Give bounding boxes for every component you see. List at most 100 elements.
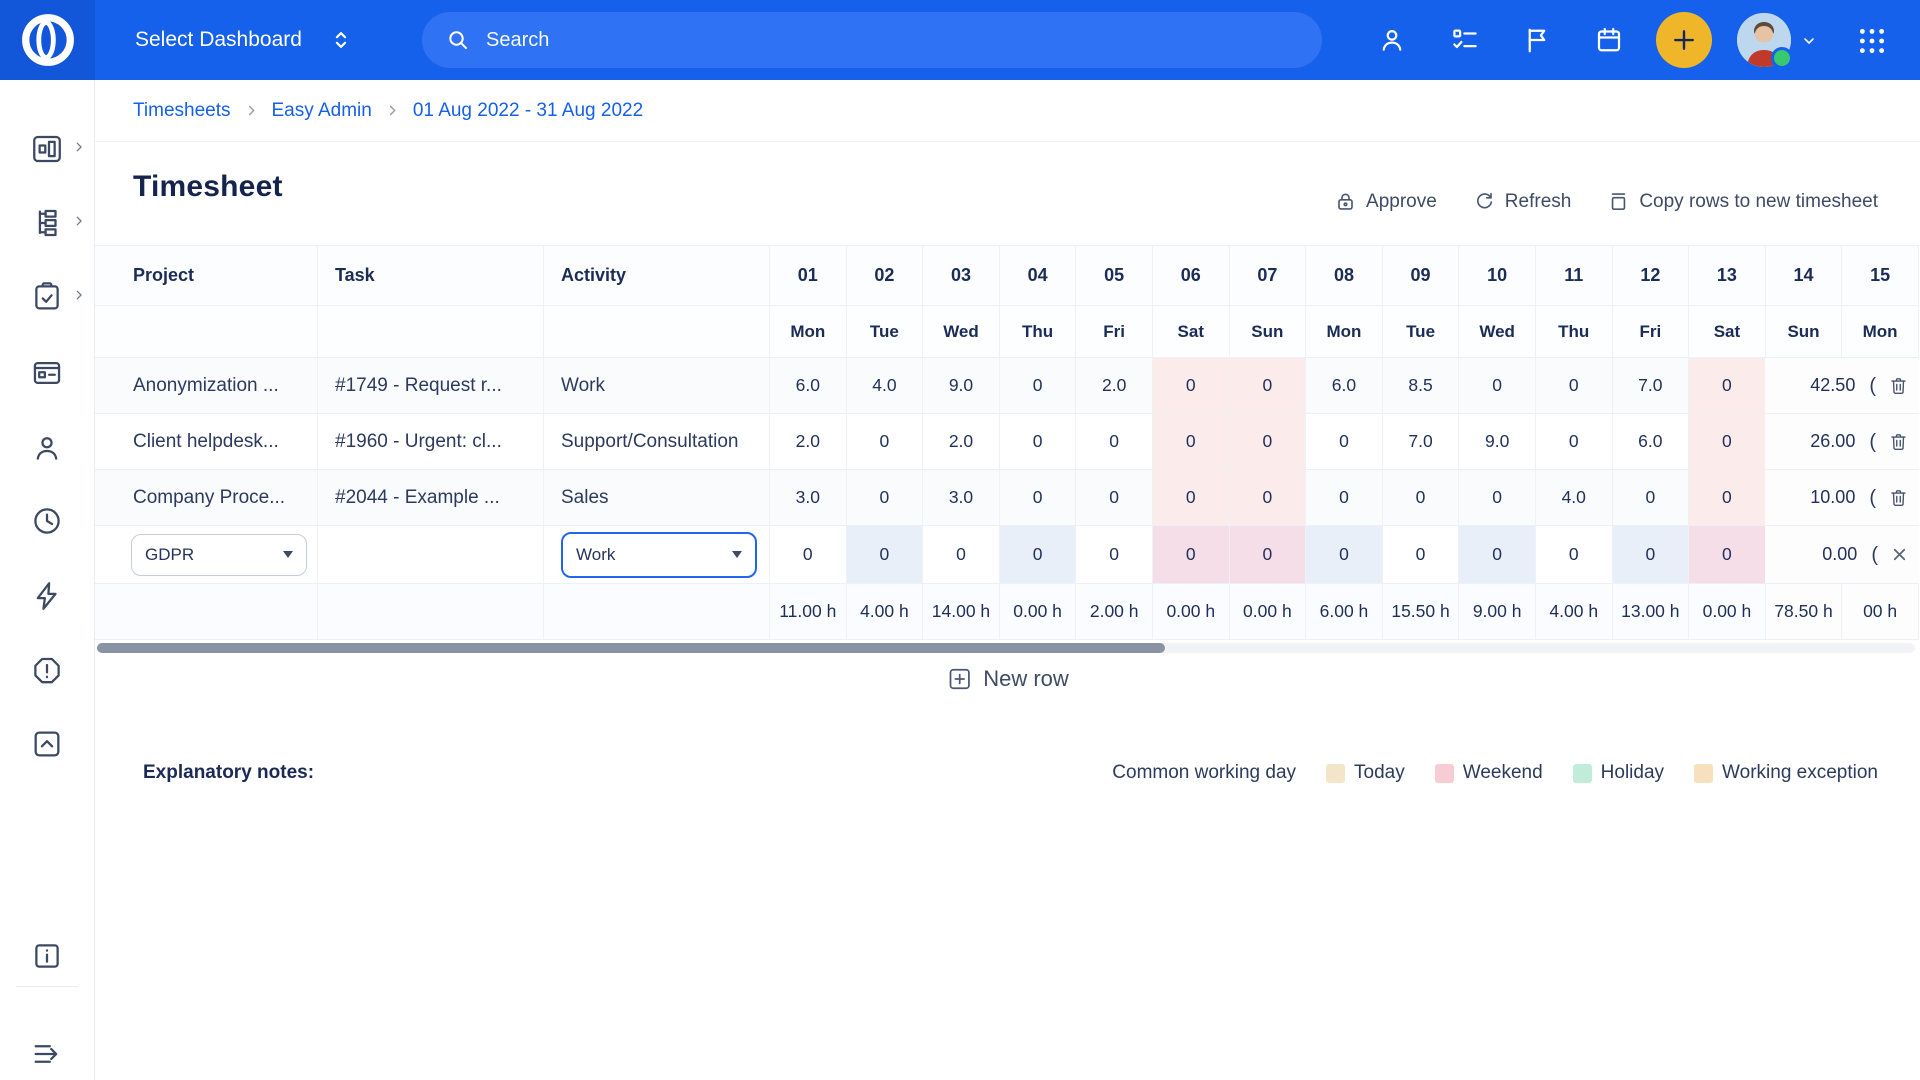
day-value-04[interactable]: 0 <box>1000 358 1077 413</box>
user-avatar[interactable] <box>1737 13 1793 69</box>
remove-row-button[interactable] <box>1890 545 1909 564</box>
day-value-13[interactable]: 0 <box>1689 470 1766 525</box>
task-cell-empty[interactable] <box>318 526 544 583</box>
day-value-05[interactable]: 0 <box>1076 414 1153 469</box>
refresh-button[interactable]: Refresh <box>1473 190 1571 213</box>
day-value-09[interactable]: 7.0 <box>1383 414 1460 469</box>
avatar-menu-chevron[interactable] <box>1801 33 1817 54</box>
new-day-value-10[interactable]: 0 <box>1459 526 1536 583</box>
activity-select[interactable]: Work <box>561 531 757 578</box>
day-value-03[interactable]: 2.0 <box>923 414 1000 469</box>
day-value-13[interactable]: 0 <box>1689 358 1766 413</box>
day-value-05[interactable]: 2.0 <box>1076 358 1153 413</box>
day-value-10[interactable]: 9.0 <box>1459 414 1536 469</box>
sidebar-item-browser-card[interactable] <box>28 354 66 392</box>
day-value-12[interactable]: 7.0 <box>1613 358 1690 413</box>
sidebar-item-alert-octagon[interactable] <box>28 652 66 690</box>
new-day-value-09[interactable]: 0 <box>1383 526 1460 583</box>
chevron-right-icon[interactable] <box>72 140 86 159</box>
approve-button[interactable]: Approve <box>1334 190 1437 213</box>
day-value-09[interactable]: 8.5 <box>1383 358 1460 413</box>
quick-add-button[interactable] <box>1656 12 1712 68</box>
apps-grid-button[interactable] <box>1855 24 1889 58</box>
day-value-04[interactable]: 0 <box>1000 470 1077 525</box>
user-profile-button[interactable] <box>1377 25 1407 55</box>
project-cell[interactable]: Anonymization ... <box>95 358 318 413</box>
sidebar-item-info-square[interactable] <box>28 937 66 975</box>
day-value-08[interactable]: 6.0 <box>1306 358 1383 413</box>
activity-cell[interactable]: Sales <box>544 470 770 525</box>
sidebar-item-project-tree[interactable] <box>28 204 66 242</box>
new-day-value-11[interactable]: 0 <box>1536 526 1613 583</box>
app-logo[interactable] <box>0 0 95 80</box>
scrollbar-thumb[interactable] <box>97 643 1165 653</box>
day-value-07[interactable]: 0 <box>1229 358 1307 413</box>
day-value-11[interactable]: 4.0 <box>1536 470 1613 525</box>
day-value-01[interactable]: 3.0 <box>770 470 847 525</box>
new-day-value-07[interactable]: 0 <box>1229 526 1307 583</box>
tasks-button[interactable] <box>1450 25 1480 55</box>
calendar-button[interactable] <box>1594 25 1624 55</box>
day-value-07[interactable]: 0 <box>1229 470 1307 525</box>
task-cell[interactable]: #2044 - Example ... <box>318 470 544 525</box>
sidebar-item-chevron-up-square[interactable] <box>28 725 66 763</box>
breadcrumb-period[interactable]: 01 Aug 2022 - 31 Aug 2022 <box>412 99 644 121</box>
day-value-05[interactable]: 0 <box>1076 470 1153 525</box>
new-day-value-05[interactable]: 0 <box>1076 526 1153 583</box>
day-value-04[interactable]: 0 <box>1000 414 1077 469</box>
chevron-right-icon[interactable] <box>72 214 86 233</box>
day-value-07[interactable]: 0 <box>1229 414 1307 469</box>
new-day-value-13[interactable]: 0 <box>1689 526 1766 583</box>
new-day-value-12[interactable]: 0 <box>1612 526 1690 583</box>
project-cell[interactable]: Company Proce... <box>95 470 318 525</box>
new-row-button[interactable]: New row <box>940 665 1075 693</box>
day-value-12[interactable]: 6.0 <box>1613 414 1690 469</box>
sidebar-item-clock[interactable] <box>28 502 66 540</box>
delete-row-button[interactable] <box>1888 375 1909 397</box>
new-day-value-03[interactable]: 0 <box>923 526 1000 583</box>
day-value-02[interactable]: 0 <box>847 470 924 525</box>
day-value-01[interactable]: 2.0 <box>770 414 847 469</box>
sidebar-item-expand-sidebar[interactable] <box>28 1035 66 1073</box>
flag-button[interactable] <box>1522 25 1552 55</box>
day-value-13[interactable]: 0 <box>1689 414 1766 469</box>
project-cell[interactable]: Client helpdesk... <box>95 414 318 469</box>
new-day-value-02[interactable]: 0 <box>846 526 924 583</box>
sidebar-item-tasks-clipboard[interactable] <box>28 278 66 316</box>
sidebar-item-person[interactable] <box>28 429 66 467</box>
chevron-right-icon[interactable] <box>72 288 86 307</box>
breadcrumb-timesheets[interactable]: Timesheets <box>133 99 231 121</box>
new-day-value-08[interactable]: 0 <box>1306 526 1383 583</box>
day-value-12[interactable]: 0 <box>1613 470 1690 525</box>
day-value-06[interactable]: 0 <box>1152 358 1230 413</box>
new-day-value-06[interactable]: 0 <box>1152 526 1230 583</box>
day-value-11[interactable]: 0 <box>1536 358 1613 413</box>
task-cell[interactable]: #1960 - Urgent: cl... <box>318 414 544 469</box>
sidebar-item-lightning[interactable] <box>28 577 66 615</box>
activity-cell[interactable]: Support/Consultation <box>544 414 770 469</box>
day-value-06[interactable]: 0 <box>1152 470 1230 525</box>
delete-row-button[interactable] <box>1888 487 1909 509</box>
day-value-03[interactable]: 3.0 <box>923 470 1000 525</box>
search-input[interactable] <box>484 27 1322 53</box>
breadcrumb-user[interactable]: Easy Admin <box>271 99 372 121</box>
day-value-10[interactable]: 0 <box>1459 470 1536 525</box>
new-day-value-01[interactable]: 0 <box>770 526 847 583</box>
day-value-11[interactable]: 0 <box>1536 414 1613 469</box>
day-value-01[interactable]: 6.0 <box>770 358 847 413</box>
delete-row-button[interactable] <box>1888 431 1909 453</box>
day-value-03[interactable]: 9.0 <box>923 358 1000 413</box>
new-day-value-04[interactable]: 0 <box>999 526 1077 583</box>
day-value-06[interactable]: 0 <box>1152 414 1230 469</box>
copy-rows-button[interactable]: Copy rows to new timesheet <box>1607 190 1878 213</box>
task-cell[interactable]: #1749 - Request r... <box>318 358 544 413</box>
day-value-10[interactable]: 0 <box>1459 358 1536 413</box>
dashboard-selector[interactable]: Select Dashboard <box>135 0 352 80</box>
day-value-02[interactable]: 0 <box>847 414 924 469</box>
day-value-08[interactable]: 0 <box>1306 414 1383 469</box>
day-value-09[interactable]: 0 <box>1383 470 1460 525</box>
search-bar[interactable] <box>422 12 1322 68</box>
sidebar-item-dashboard[interactable] <box>28 130 66 168</box>
day-value-08[interactable]: 0 <box>1306 470 1383 525</box>
day-value-02[interactable]: 4.0 <box>847 358 924 413</box>
